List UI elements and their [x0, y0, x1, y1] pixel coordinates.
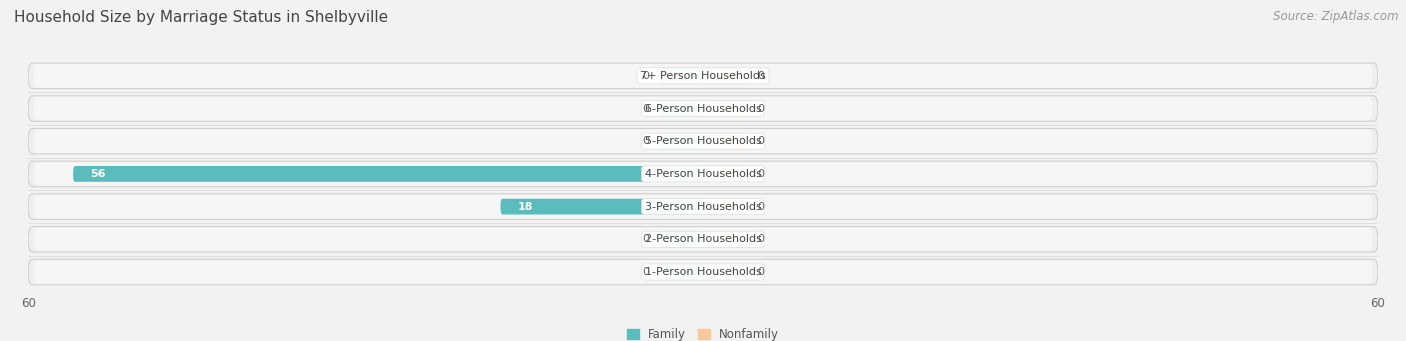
Text: 0: 0 — [643, 104, 650, 114]
FancyBboxPatch shape — [28, 226, 1378, 252]
FancyBboxPatch shape — [703, 133, 748, 149]
FancyBboxPatch shape — [28, 63, 1378, 89]
FancyBboxPatch shape — [28, 161, 1378, 187]
Text: 56: 56 — [90, 169, 105, 179]
FancyBboxPatch shape — [703, 68, 748, 84]
Text: Source: ZipAtlas.com: Source: ZipAtlas.com — [1274, 10, 1399, 23]
Text: 0: 0 — [756, 136, 763, 146]
Text: 18: 18 — [517, 202, 533, 212]
FancyBboxPatch shape — [703, 264, 748, 280]
FancyBboxPatch shape — [658, 133, 703, 149]
FancyBboxPatch shape — [703, 101, 748, 116]
FancyBboxPatch shape — [73, 166, 703, 182]
Text: 6-Person Households: 6-Person Households — [644, 104, 762, 114]
Text: 0: 0 — [643, 267, 650, 277]
FancyBboxPatch shape — [658, 68, 703, 84]
Text: 7+ Person Households: 7+ Person Households — [640, 71, 766, 81]
Legend: Family, Nonfamily: Family, Nonfamily — [621, 323, 785, 341]
FancyBboxPatch shape — [34, 227, 1372, 251]
FancyBboxPatch shape — [501, 199, 703, 214]
FancyBboxPatch shape — [28, 194, 1378, 219]
Text: 0: 0 — [756, 234, 763, 244]
Text: 0: 0 — [756, 202, 763, 212]
FancyBboxPatch shape — [28, 259, 1378, 285]
Text: 0: 0 — [643, 71, 650, 81]
Text: 0: 0 — [756, 104, 763, 114]
Text: 4-Person Households: 4-Person Households — [644, 169, 762, 179]
Text: 0: 0 — [643, 136, 650, 146]
FancyBboxPatch shape — [34, 130, 1372, 153]
FancyBboxPatch shape — [658, 101, 703, 116]
Text: 0: 0 — [756, 71, 763, 81]
FancyBboxPatch shape — [34, 260, 1372, 284]
FancyBboxPatch shape — [658, 232, 703, 247]
FancyBboxPatch shape — [28, 96, 1378, 121]
Text: 1-Person Households: 1-Person Households — [644, 267, 762, 277]
Text: 3-Person Households: 3-Person Households — [644, 202, 762, 212]
Text: 0: 0 — [756, 267, 763, 277]
Text: Household Size by Marriage Status in Shelbyville: Household Size by Marriage Status in She… — [14, 10, 388, 25]
Text: 5-Person Households: 5-Person Households — [644, 136, 762, 146]
FancyBboxPatch shape — [703, 232, 748, 247]
Text: 0: 0 — [643, 234, 650, 244]
FancyBboxPatch shape — [703, 199, 748, 214]
Text: 2-Person Households: 2-Person Households — [644, 234, 762, 244]
FancyBboxPatch shape — [658, 264, 703, 280]
FancyBboxPatch shape — [703, 166, 748, 182]
FancyBboxPatch shape — [34, 162, 1372, 186]
FancyBboxPatch shape — [34, 64, 1372, 88]
FancyBboxPatch shape — [28, 129, 1378, 154]
FancyBboxPatch shape — [34, 195, 1372, 218]
Text: 0: 0 — [756, 169, 763, 179]
FancyBboxPatch shape — [34, 97, 1372, 120]
